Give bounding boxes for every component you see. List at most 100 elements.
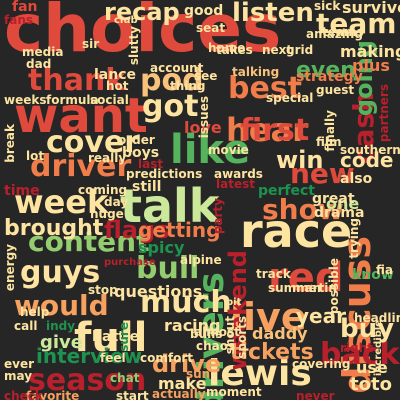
word-fan: fan xyxy=(12,0,38,15)
word-plus: plus xyxy=(352,56,390,75)
word-questions: questions xyxy=(114,282,203,301)
word-indy: indy xyxy=(46,319,76,333)
word-making: making xyxy=(340,42,400,61)
word-red: red xyxy=(268,255,344,301)
word-great: great xyxy=(312,191,355,207)
word-moment: moment xyxy=(206,385,262,399)
word-cover: cover xyxy=(46,125,140,160)
word-partners: partners xyxy=(377,84,391,143)
word-want: want xyxy=(14,88,148,144)
word-right: right xyxy=(340,341,373,355)
word-back: back xyxy=(320,337,400,372)
word-start: start xyxy=(116,389,149,400)
word-huge: huge xyxy=(90,207,124,221)
word-perfect: perfect xyxy=(258,183,315,199)
word-amazing: amazing xyxy=(306,27,363,41)
word-hot: hot xyxy=(106,79,129,93)
word-season: season xyxy=(28,363,147,398)
word-tickets: tickets xyxy=(230,340,314,365)
word-slutty: slutty xyxy=(127,26,141,66)
word-sick: sick xyxy=(314,0,341,13)
word-day: day xyxy=(104,195,129,209)
word-order: order xyxy=(118,133,155,147)
word-actually: actually xyxy=(152,387,206,400)
word-interview: interview xyxy=(36,344,143,368)
word-martin: martin xyxy=(292,281,337,295)
word-drive: drive xyxy=(152,350,222,378)
word-fans: fans xyxy=(4,13,34,27)
word-covering: covering xyxy=(292,357,351,371)
word-weeks: weeks xyxy=(4,93,47,107)
word-talk: talk xyxy=(120,179,220,233)
word-comfort: comfort xyxy=(140,351,193,365)
word-film: film xyxy=(316,135,342,149)
word-race: race xyxy=(240,204,353,258)
word-issues: issues xyxy=(197,96,211,139)
word-even: even xyxy=(296,58,356,83)
word-summer: summer xyxy=(268,281,323,295)
word-pod: pod xyxy=(140,63,204,98)
word-break: break xyxy=(3,124,17,163)
word-guest: guest xyxy=(316,83,355,97)
word-team: team xyxy=(316,7,397,40)
word-choices: choices xyxy=(4,0,282,67)
word-sun: sun xyxy=(186,367,211,381)
word-brought: brought xyxy=(4,216,104,241)
word-lance: lance xyxy=(94,67,137,83)
word-party: party xyxy=(211,198,225,235)
word-boys: boys xyxy=(122,145,160,161)
word-spicy: spicy xyxy=(138,238,185,257)
word-listen: listen xyxy=(232,0,314,28)
word-week: week xyxy=(14,183,109,221)
word-got: got xyxy=(142,89,199,124)
word-special: special xyxy=(266,91,314,105)
word-check: check xyxy=(4,389,43,400)
word-new: new xyxy=(290,157,355,190)
word-bull: bull xyxy=(136,251,200,286)
word-toto: toto xyxy=(350,374,392,395)
word-good: good xyxy=(184,3,224,19)
word-would: would xyxy=(14,289,109,322)
word-use: use xyxy=(356,358,388,377)
word-recap: recap xyxy=(104,0,180,26)
word-coming: coming xyxy=(78,183,128,197)
word-content: content xyxy=(28,225,150,258)
word-time: time xyxy=(4,183,40,199)
word-see: see xyxy=(194,69,218,83)
word-strategy: strategy xyxy=(296,69,363,85)
word-getting: getting xyxy=(138,218,221,242)
word-club: club xyxy=(114,15,138,26)
word-bulls: bulls xyxy=(190,327,223,341)
word-next: next xyxy=(262,43,293,57)
word-trying: trying xyxy=(347,218,361,259)
word-grid: grid xyxy=(286,43,314,57)
word-predictions: predictions xyxy=(126,167,203,181)
word-incredible: incredible xyxy=(373,320,384,377)
word-account: account xyxy=(150,61,204,75)
word-southern: southern xyxy=(340,143,400,157)
word-guys: guys xyxy=(20,255,101,290)
word-first: first xyxy=(240,113,310,148)
word-feel: feel xyxy=(100,351,126,365)
word-awards: awards xyxy=(214,167,263,181)
word-much: much xyxy=(140,285,232,320)
word-give: give xyxy=(40,332,83,353)
word-also: also xyxy=(340,171,373,187)
word-possible: possible xyxy=(327,258,341,315)
word-one: one xyxy=(326,194,360,213)
word-latest: latest xyxy=(216,177,255,191)
word-never: never xyxy=(296,389,335,400)
word-track: track xyxy=(256,267,291,281)
word-takes: takes xyxy=(216,43,253,57)
word-hear: hear xyxy=(226,111,308,149)
word-racing: racing xyxy=(164,316,221,335)
word-best: best xyxy=(228,71,303,106)
word-lot: lot xyxy=(26,149,45,163)
word-buy: buy xyxy=(340,314,395,344)
word-still: still xyxy=(132,179,162,195)
word-media: media xyxy=(22,45,64,59)
word-year: year xyxy=(296,304,346,328)
word-like: like xyxy=(170,127,251,173)
word-teams: teams xyxy=(322,25,364,39)
